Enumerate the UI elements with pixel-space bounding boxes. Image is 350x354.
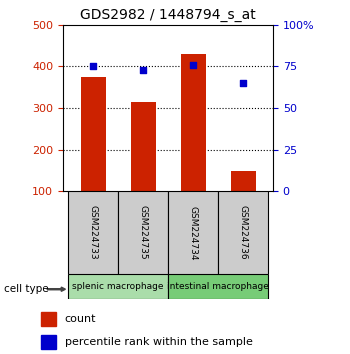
Bar [41,335,56,349]
Text: intestinal macrophage: intestinal macrophage [167,282,269,291]
Bar [168,191,218,274]
Bar [41,312,56,326]
Point [140,67,146,73]
Bar [168,274,268,299]
Text: GSM224736: GSM224736 [238,205,247,260]
Bar [231,171,256,191]
Text: GSM224735: GSM224735 [139,205,147,260]
Text: GSM224733: GSM224733 [89,205,98,260]
Bar [181,54,205,191]
Bar [68,274,168,299]
Bar [118,191,168,274]
Bar [68,191,118,274]
Bar [218,191,268,274]
Bar [80,77,105,191]
Point [240,80,246,86]
Text: GSM224734: GSM224734 [189,206,197,260]
Text: cell type: cell type [4,284,49,294]
Text: splenic macrophage: splenic macrophage [72,282,164,291]
Title: GDS2982 / 1448794_s_at: GDS2982 / 1448794_s_at [80,8,256,22]
Point [190,62,196,68]
Point [90,64,96,69]
Text: percentile rank within the sample: percentile rank within the sample [65,337,253,347]
Text: count: count [65,314,96,324]
Bar [131,102,155,191]
